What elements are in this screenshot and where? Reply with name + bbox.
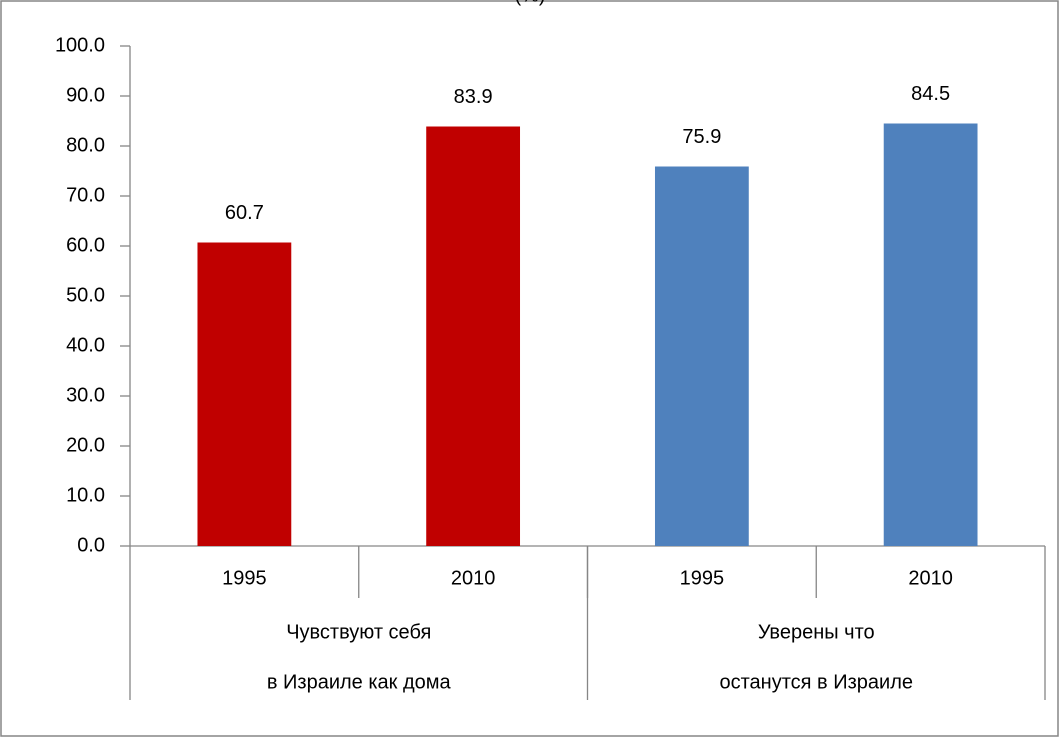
y-tick-label: 80.0 <box>66 134 105 156</box>
bar <box>197 242 292 546</box>
y-tick-label: 60.0 <box>66 234 105 256</box>
value-label: 60.7 <box>225 202 264 224</box>
bar <box>426 126 521 546</box>
x-tick-label: 1995 <box>222 567 267 589</box>
y-tick-label: 40.0 <box>66 334 105 356</box>
y-tick-label: 20.0 <box>66 434 105 456</box>
x-tick-label: 2010 <box>908 567 953 589</box>
y-tick-label: 90.0 <box>66 84 105 106</box>
group-label: Уверены что <box>758 621 875 643</box>
y-tick-label: 10.0 <box>66 484 105 506</box>
bar <box>883 123 978 546</box>
y-tick-label: 30.0 <box>66 384 105 406</box>
value-label: 84.5 <box>911 83 950 105</box>
group-label: Чувствуют себя <box>286 621 431 643</box>
y-tick-label: 50.0 <box>66 284 105 306</box>
y-tick-label: 100.0 <box>55 34 105 56</box>
group-label: в Израиле как дома <box>267 671 452 693</box>
x-tick-label: 2010 <box>451 567 496 589</box>
y-tick-label: 70.0 <box>66 184 105 206</box>
x-tick-label: 1995 <box>680 567 725 589</box>
group-label: останутся в Израиле <box>720 671 914 693</box>
chart-title: (%) <box>514 0 545 6</box>
value-label: 83.9 <box>454 86 493 108</box>
y-tick-label: 0.0 <box>77 534 105 556</box>
value-label: 75.9 <box>682 126 721 148</box>
bar <box>654 166 749 546</box>
